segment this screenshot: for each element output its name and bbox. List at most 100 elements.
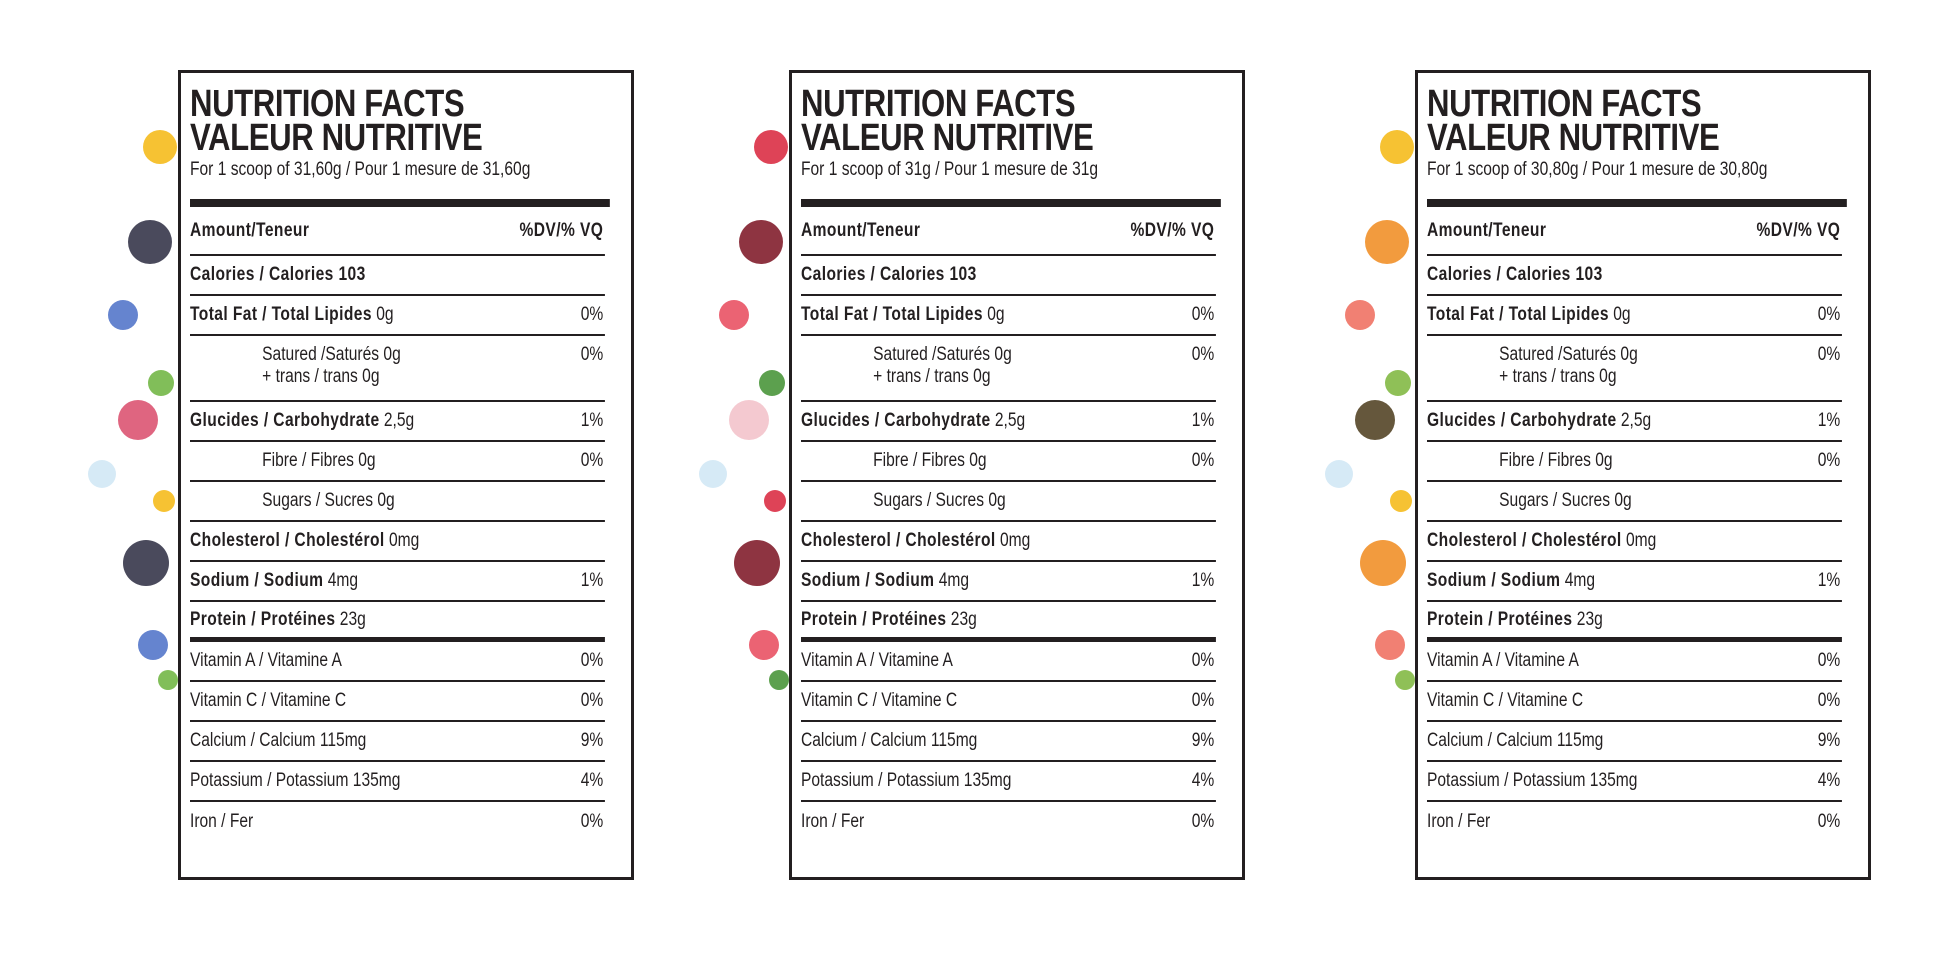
- daily-value: %DV/% VQ: [519, 219, 604, 241]
- nutrient-line: Protein / Protéines 23g: [1427, 609, 1603, 631]
- nutrient-name: Protein / Protéines 23g: [1427, 609, 1603, 631]
- nutrient-line: Iron / Fer: [801, 811, 864, 833]
- nutrient-label: Calories / Calories 103: [801, 264, 977, 285]
- nutrient-subline: + trans / trans 0g: [1499, 366, 1617, 387]
- nutrient-line: Potassium / Potassium 135mg: [1427, 770, 1637, 792]
- nutrient-amount: 4mg: [1560, 570, 1596, 591]
- nutrient-row: Protein / Protéines 23g: [1427, 602, 1842, 642]
- nutrient-name: Cholesterol / Cholestérol 0mg: [190, 530, 419, 552]
- nutrient-name: Iron / Fer: [190, 811, 253, 833]
- nutrient-line: Vitamin C / Vitamine C: [1427, 690, 1583, 712]
- daily-value: 0%: [1817, 650, 1841, 671]
- nutrient-row: Potassium / Potassium 135mg 4%: [190, 762, 605, 802]
- nutrient-line: Vitamin A / Vitamine A: [801, 650, 953, 672]
- nutrient-name: Fibre / Fibres 0g: [1427, 450, 1612, 472]
- fruit-decoration: [158, 670, 178, 690]
- column-header-row: Amount/Teneur %DV/% VQ: [190, 207, 605, 256]
- nutrient-line: Potassium / Potassium 135mg: [801, 770, 1011, 792]
- fruit-decoration: [123, 540, 169, 586]
- nutrient-name: Sugars / Sucres 0g: [1427, 490, 1632, 512]
- nutrient-amount: Vitamin C / Vitamine C: [1427, 690, 1584, 711]
- nutrient-label: Amount/Teneur: [190, 219, 310, 241]
- fruit-decoration: [1380, 130, 1414, 164]
- label-content: NUTRITION FACTS VALEUR NUTRITIVE For 1 sco…: [801, 85, 1231, 842]
- daily-value: 1%: [580, 570, 604, 591]
- fruit-decoration: [729, 400, 769, 440]
- nutrient-line: Vitamin C / Vitamine C: [801, 690, 957, 712]
- nutrient-amount: Sugars / Sucres 0g: [873, 490, 1006, 511]
- nutrient-row: Calcium / Calcium 115mg 9%: [190, 722, 605, 762]
- nutrient-name: Protein / Protéines 23g: [801, 609, 977, 631]
- fruit-decoration: [739, 220, 783, 264]
- fruit-decoration: [143, 130, 177, 164]
- daily-value: 0%: [1817, 450, 1841, 471]
- nutrient-row: Calcium / Calcium 115mg 9%: [1427, 722, 1842, 762]
- nutrient-name: Calories / Calories 103: [801, 264, 977, 286]
- nutrient-label: Calories / Calories 103: [190, 264, 366, 285]
- nutrient-row: Vitamin C / Vitamine C 0%: [801, 682, 1216, 722]
- nutrient-name: Protein / Protéines 23g: [190, 609, 366, 631]
- nutrient-amount: Potassium / Potassium 135mg: [190, 770, 401, 791]
- nutrient-label: Glucides / Carbohydrate: [801, 410, 991, 431]
- title-english: NUTRITION FACTS: [190, 83, 465, 125]
- nutrient-amount: Calcium / Calcium 115mg: [1427, 730, 1604, 751]
- nutrient-line: Calories / Calories 103: [1427, 264, 1603, 286]
- nutrient-name: Potassium / Potassium 135mg: [190, 770, 400, 792]
- daily-value: 1%: [580, 410, 604, 431]
- nutrient-line: Total Fat / Total Lipides 0g: [801, 304, 1005, 326]
- nutrient-amount: 23g: [946, 608, 977, 630]
- fruit-decoration: [1345, 300, 1375, 330]
- nutrient-name: Cholesterol / Cholestérol 0mg: [1427, 530, 1656, 552]
- nutrient-name: Iron / Fer: [1427, 811, 1490, 833]
- column-header-row: Amount/Teneur %DV/% VQ: [801, 207, 1216, 256]
- nutrient-row: Sugars / Sucres 0g: [190, 482, 605, 522]
- nutrient-amount: 0g: [371, 304, 394, 325]
- nutrient-line: Amount/Teneur: [801, 220, 920, 242]
- nutrient-line: Satured /Saturés 0g: [262, 344, 401, 366]
- fruit-decoration: [1385, 370, 1411, 396]
- serving-size: For 1 scoop of 31g / Pour 1 mesure de 31…: [801, 159, 1099, 180]
- nutrient-row: Cholesterol / Cholestérol 0mg: [801, 522, 1216, 562]
- nutrient-row: Satured /Saturés 0g + trans / trans 0g 0%: [801, 336, 1216, 402]
- nutrient-amount: 0mg: [995, 530, 1031, 551]
- daily-value: 0%: [1191, 811, 1215, 832]
- fruit-decoration: [764, 490, 786, 512]
- nutrient-line: Cholesterol / Cholestérol 0mg: [190, 530, 419, 552]
- nutrient-amount: 0g: [982, 304, 1005, 325]
- nutrient-line: Cholesterol / Cholestérol 0mg: [801, 530, 1030, 552]
- daily-value: 0%: [1817, 304, 1841, 325]
- nutrient-line: Vitamin C / Vitamine C: [190, 690, 346, 712]
- nutrient-name: Vitamin A / Vitamine A: [1427, 650, 1579, 672]
- nutrient-row: Total Fat / Total Lipides 0g 0%: [190, 296, 605, 336]
- fruit-decoration: [1365, 220, 1409, 264]
- nutrient-line: Total Fat / Total Lipides 0g: [190, 304, 394, 326]
- nutrient-name: Glucides / Carbohydrate 2,5g: [190, 410, 414, 432]
- nutrient-amount: 4mg: [934, 570, 970, 591]
- nutrient-amount: 0g: [1608, 304, 1631, 325]
- nutrient-amount: Vitamin A / Vitamine A: [190, 650, 342, 671]
- nutrient-line: Amount/Teneur: [1427, 220, 1546, 242]
- nutrient-amount: Iron / Fer: [190, 811, 254, 832]
- nutrition-facts-label: NUTRITION FACTS VALEUR NUTRITIVE For 1 sco…: [1415, 70, 1871, 880]
- daily-value: 9%: [580, 730, 604, 751]
- nutrient-label: Total Fat / Total Lipides: [190, 304, 372, 325]
- title-french: VALEUR NUTRITIVE: [190, 117, 483, 159]
- nutrient-row: Protein / Protéines 23g: [801, 602, 1216, 642]
- nutrient-line: Fibre / Fibres 0g: [1499, 450, 1612, 472]
- nutrient-line: Glucides / Carbohydrate 2,5g: [1427, 410, 1651, 432]
- nutrient-amount: 2,5g: [379, 410, 415, 431]
- nutrient-subline: + trans / trans 0g: [873, 366, 991, 387]
- nutrient-row: Cholesterol / Cholestérol 0mg: [190, 522, 605, 562]
- nutrient-row: Calories / Calories 103: [1427, 256, 1842, 296]
- nutrient-line: Iron / Fer: [190, 811, 253, 833]
- nutrient-name: Vitamin C / Vitamine C: [190, 690, 346, 712]
- divider-thick: [801, 199, 1221, 207]
- nutrient-name: Sodium / Sodium 4mg: [1427, 570, 1595, 592]
- daily-value: 4%: [580, 770, 604, 791]
- daily-value: 9%: [1817, 730, 1841, 751]
- nutrient-label: Protein / Protéines: [801, 608, 947, 630]
- nutrient-row: Sodium / Sodium 4mg 1%: [1427, 562, 1842, 602]
- daily-value: 0%: [580, 811, 604, 832]
- nutrient-name: Vitamin A / Vitamine A: [190, 650, 342, 672]
- nutrient-name: Amount/Teneur: [801, 220, 920, 242]
